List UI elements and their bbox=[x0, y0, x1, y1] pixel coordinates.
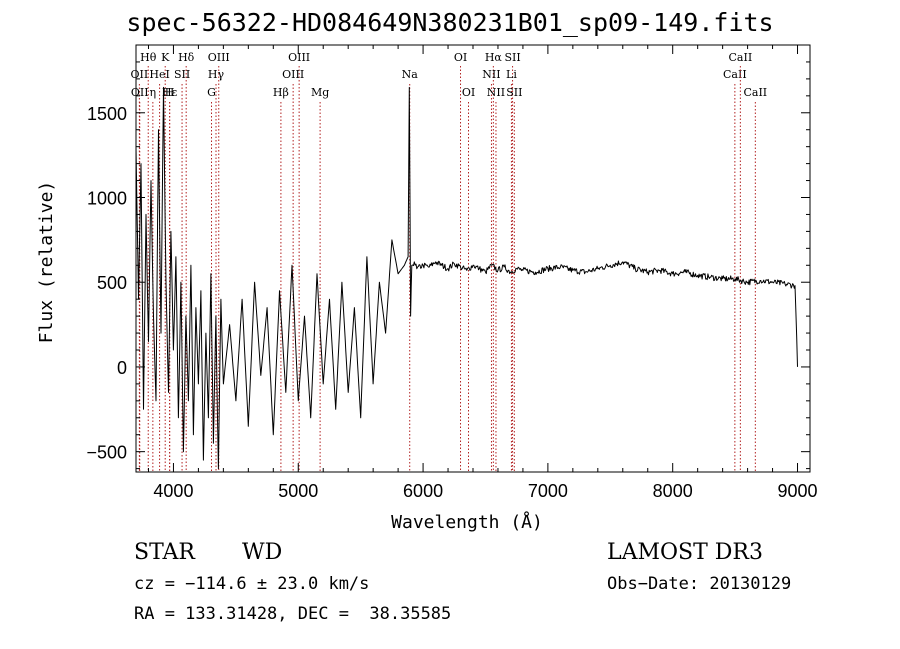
coordinates: RA = 133.31428, DEC = 38.35585 bbox=[134, 604, 452, 624]
plot-axes: 4000 5000 6000 7000 8000 9000 −500 0 500 1000 1500 bbox=[86, 44, 818, 501]
object-class: STAR bbox=[134, 540, 195, 565]
chart-title: spec-56322-HD084649N380231B01_sp09-149.f… bbox=[126, 8, 774, 37]
line-marker-label: OII bbox=[131, 86, 149, 99]
x-tick-label: 8000 bbox=[653, 481, 693, 501]
line-marker-label: SII bbox=[504, 51, 520, 64]
y-tick-label: 1500 bbox=[87, 104, 127, 124]
line-marker-label: G bbox=[207, 86, 216, 99]
object-subclass: WD bbox=[242, 540, 283, 565]
line-marker-label: OIII bbox=[282, 68, 304, 81]
line-marker-label: Hβ bbox=[273, 86, 289, 99]
line-marker-label: Mg bbox=[311, 86, 329, 99]
line-marker-label: SII bbox=[174, 68, 190, 81]
line-marker-label: OI bbox=[462, 86, 475, 99]
line-marker-label: NII bbox=[487, 86, 505, 99]
line-marker-label: OII bbox=[131, 68, 149, 81]
y-axis-label: Flux (relative) bbox=[36, 181, 57, 344]
x-axis-label: Wavelength (Å) bbox=[391, 511, 543, 533]
line-marker-label: OIII bbox=[288, 51, 310, 64]
observation-date: Obs−Date: 20130129 bbox=[607, 574, 792, 594]
line-marker-label: Li bbox=[506, 68, 517, 81]
x-tick-label: 5000 bbox=[278, 481, 318, 501]
line-marker-label: NII bbox=[482, 68, 500, 81]
x-tick-label: 9000 bbox=[777, 481, 817, 501]
line-marker-label: Hδ bbox=[178, 51, 195, 64]
line-marker-label: η bbox=[150, 86, 157, 99]
line-marker-label: CaII bbox=[729, 51, 753, 64]
plot-frame bbox=[135, 44, 811, 473]
line-marker-label: K bbox=[161, 51, 170, 64]
spectrum-series bbox=[135, 86, 798, 470]
x-tick-label: 6000 bbox=[403, 481, 443, 501]
spectrum-chart: Hθ OII OII K Hε HeI η SII H Hδ OIII Hγ G OIII OIII Hβ Mg… bbox=[36, 44, 818, 533]
y-tick-label: −500 bbox=[86, 443, 127, 463]
line-marker-label: Hε bbox=[162, 86, 178, 99]
line-marker-label: Hθ bbox=[140, 51, 157, 64]
line-marker-label: Hγ bbox=[208, 68, 225, 81]
y-tick-label: 1000 bbox=[87, 189, 127, 209]
spectrum-line bbox=[135, 86, 798, 470]
line-marker-label: H bbox=[165, 86, 175, 99]
y-tick-label: 500 bbox=[97, 273, 127, 293]
survey-name: LAMOST DR3 bbox=[607, 540, 763, 565]
line-marker-label: HeI bbox=[149, 68, 169, 81]
x-tick-label: 7000 bbox=[528, 481, 568, 501]
line-markers: Hθ OII OII K Hε HeI η SII H Hδ OIII Hγ G OIII OIII Hβ Mg… bbox=[131, 51, 767, 472]
line-marker-label: Na bbox=[402, 68, 419, 81]
line-marker-label: CaII bbox=[743, 86, 767, 99]
line-marker-label: OI bbox=[454, 51, 467, 64]
line-marker-label: Hα bbox=[485, 51, 503, 64]
redshift-velocity: cz = −114.6 ± 23.0 km/s bbox=[134, 574, 370, 594]
line-marker-label: CaII bbox=[723, 68, 747, 81]
y-tick-label: 0 bbox=[117, 358, 127, 378]
line-marker-label: OIII bbox=[208, 51, 230, 64]
x-tick-label: 4000 bbox=[153, 481, 193, 501]
line-marker-label: SII bbox=[506, 86, 522, 99]
